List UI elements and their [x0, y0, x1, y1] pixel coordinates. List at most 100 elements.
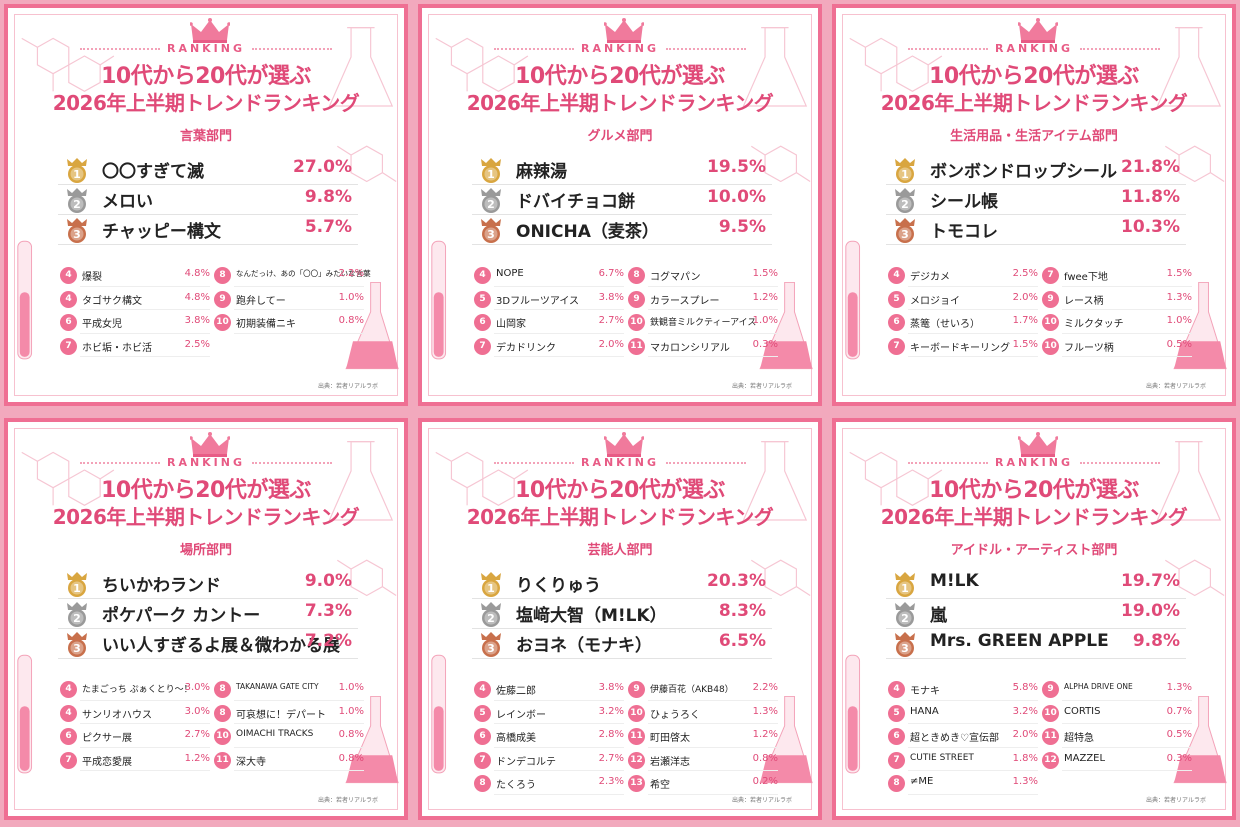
row-divider	[908, 356, 1038, 357]
top3-name: りくりゅう	[516, 576, 601, 596]
category-label: 場所部門	[179, 543, 232, 558]
top3-row: 3 Mrs. GREEN APPLE 9.8%	[886, 630, 1186, 659]
category-label: 言葉部門	[179, 129, 232, 144]
row-divider	[494, 285, 624, 287]
row-divider	[1062, 285, 1192, 287]
row-divider	[908, 309, 1038, 310]
medal-rank: 2	[487, 612, 495, 625]
item-percent: 2.0%	[1012, 729, 1038, 740]
medal-rank: 3	[487, 642, 495, 655]
rank-badge: 4	[474, 681, 491, 698]
medal-icon: 2	[481, 188, 501, 213]
source-note: 出典：若者リアルラボ	[732, 383, 792, 390]
item-percent: 3.2%	[1012, 705, 1038, 717]
top3-name: 〇〇すぎて滅	[102, 162, 204, 182]
item-percent: 1.0%	[752, 315, 778, 326]
row-divider	[1062, 699, 1192, 701]
row-divider	[908, 332, 1038, 334]
row-divider	[648, 746, 778, 748]
crown-icon	[1018, 18, 1058, 43]
row-divider	[908, 285, 1038, 287]
rank-badge: 4	[888, 681, 905, 698]
item-name: 平成恋愛展	[82, 756, 132, 768]
rank-badge: 9	[628, 681, 645, 698]
category-label: 芸能人部門	[587, 543, 653, 558]
rank-badge: 8	[214, 704, 231, 722]
item-percent: 4.8%	[184, 268, 210, 279]
top3-percent: 10.3%	[1121, 217, 1180, 237]
top3-row: 2 シール帳 11.8%	[886, 186, 1186, 215]
item-percent: 0.8%	[752, 752, 778, 764]
row-divider	[908, 723, 1038, 724]
rank-badge: 9	[214, 290, 231, 308]
medal-rank: 2	[73, 198, 81, 211]
rank-badge: 7	[888, 751, 905, 769]
row-divider	[908, 793, 1038, 795]
rank-badge: 8	[474, 775, 491, 792]
top3-name: 麻辣湯	[516, 162, 567, 182]
item-name: 町田啓太	[650, 733, 690, 744]
ranking-list-left: 4 たまごっち ぷぁくとり～！ 3.0% 4 サンリオハウス 3.0% 6 ピクサー展 2.7%…	[60, 678, 210, 772]
top3-row: 2 塩﨑大智（M!LK） 8.3%	[472, 600, 772, 629]
list-item: 8 可哀想に！デパート 1.0%	[214, 702, 364, 726]
list-item: 9 跑弁してー 1.0%	[214, 288, 364, 312]
title-line2: 2026年上半期トレンドランキング	[880, 505, 1188, 529]
rank-badge: 8	[214, 681, 231, 698]
item-name: 超特急	[1064, 733, 1094, 744]
crown-icon	[604, 18, 644, 43]
row-divider	[80, 746, 210, 748]
row-divider	[234, 723, 364, 724]
list-item: 7 デカドリンク 2.0%	[474, 335, 624, 359]
list-item: 10 CORTIS 0.7%	[1042, 702, 1192, 726]
item-name: 鉄観音ミルクティーアイス	[650, 318, 757, 328]
rank-badge: 6	[60, 314, 77, 331]
item-percent: 1.0%	[1166, 315, 1192, 326]
item-name: タゴサク構文	[82, 295, 142, 307]
row-divider	[1062, 356, 1192, 357]
ranking-list-left: 4 モナキ 5.8% 5 HANA 3.2% 6 超ときめき♡宣伝部 2.0% 7 CUTIE ST…	[888, 678, 1038, 796]
crown-icon	[1018, 432, 1058, 457]
row-divider	[494, 332, 624, 334]
row-divider	[648, 699, 778, 701]
row-divider	[80, 770, 210, 771]
list-item: 7 ドンデコルテ 2.7%	[474, 749, 624, 773]
row-divider	[1062, 332, 1192, 334]
rank-badge: 5	[474, 704, 491, 722]
item-name: ピクサー展	[82, 733, 132, 744]
item-percent: 6.7%	[598, 268, 624, 279]
row-divider	[648, 309, 778, 310]
rank-badge: 10	[214, 728, 231, 745]
row-divider	[1062, 723, 1192, 724]
item-percent: 1.3%	[1166, 682, 1192, 693]
row-divider	[648, 793, 778, 795]
item-name: フルーツ柄	[1064, 342, 1114, 354]
medal-icon: 3	[67, 218, 87, 243]
medal-icon: 2	[67, 188, 87, 213]
ranking-label: RANKING	[994, 42, 1074, 55]
ranking-list-right: 9 ALPHA DRIVE ONE 1.3% 10 CORTIS 0.7% 11 超特急 0.5…	[1042, 678, 1192, 772]
medal-rank: 1	[901, 168, 909, 181]
rank-badge: 7	[1042, 267, 1059, 284]
list-item: 5 レインボー 3.2%	[474, 702, 624, 726]
list-item: 4 NOPE 6.7%	[474, 264, 624, 288]
row-divider	[648, 356, 778, 357]
ranking-list-left: 4 NOPE 6.7% 5 3Dフルーツアイス 3.8% 6 山岡家 2.7% 7 デカドリンク 2.…	[474, 264, 624, 358]
top3-row: 1 麻辣湯 19.5%	[472, 156, 772, 185]
row-divider	[494, 793, 624, 795]
divider-left	[494, 462, 574, 464]
item-percent: 0.2%	[752, 776, 778, 787]
item-percent: 1.2%	[752, 291, 778, 303]
ranking-list-left: 4 佐藤二郎 3.8% 5 レインボー 3.2% 6 高橋成美 2.8% 7 ドンデコルテ 2.7% 8…	[474, 678, 624, 796]
rank-badge: 4	[474, 267, 491, 284]
ranking-card: RANKING 10代から20代が選ぶ 2026年上半期トレンドランキング 場所…	[4, 418, 408, 820]
item-percent: 2.8%	[598, 729, 624, 740]
top3-percent: 19.0%	[1121, 601, 1180, 621]
item-percent: 1.8%	[1012, 752, 1038, 764]
medal-icon: 1	[67, 158, 87, 183]
top3-name: シール帳	[930, 192, 998, 212]
top3-percent: 19.5%	[707, 157, 766, 177]
row-divider	[234, 309, 364, 310]
category-label: 生活用品・生活アイテム部門	[950, 129, 1118, 144]
ranking-list-right: 8 なんだっけ、あの「〇〇」みたいな言葉 2.2% 9 跑弁してー 1.0% 10 初期装備ニ…	[214, 264, 371, 335]
